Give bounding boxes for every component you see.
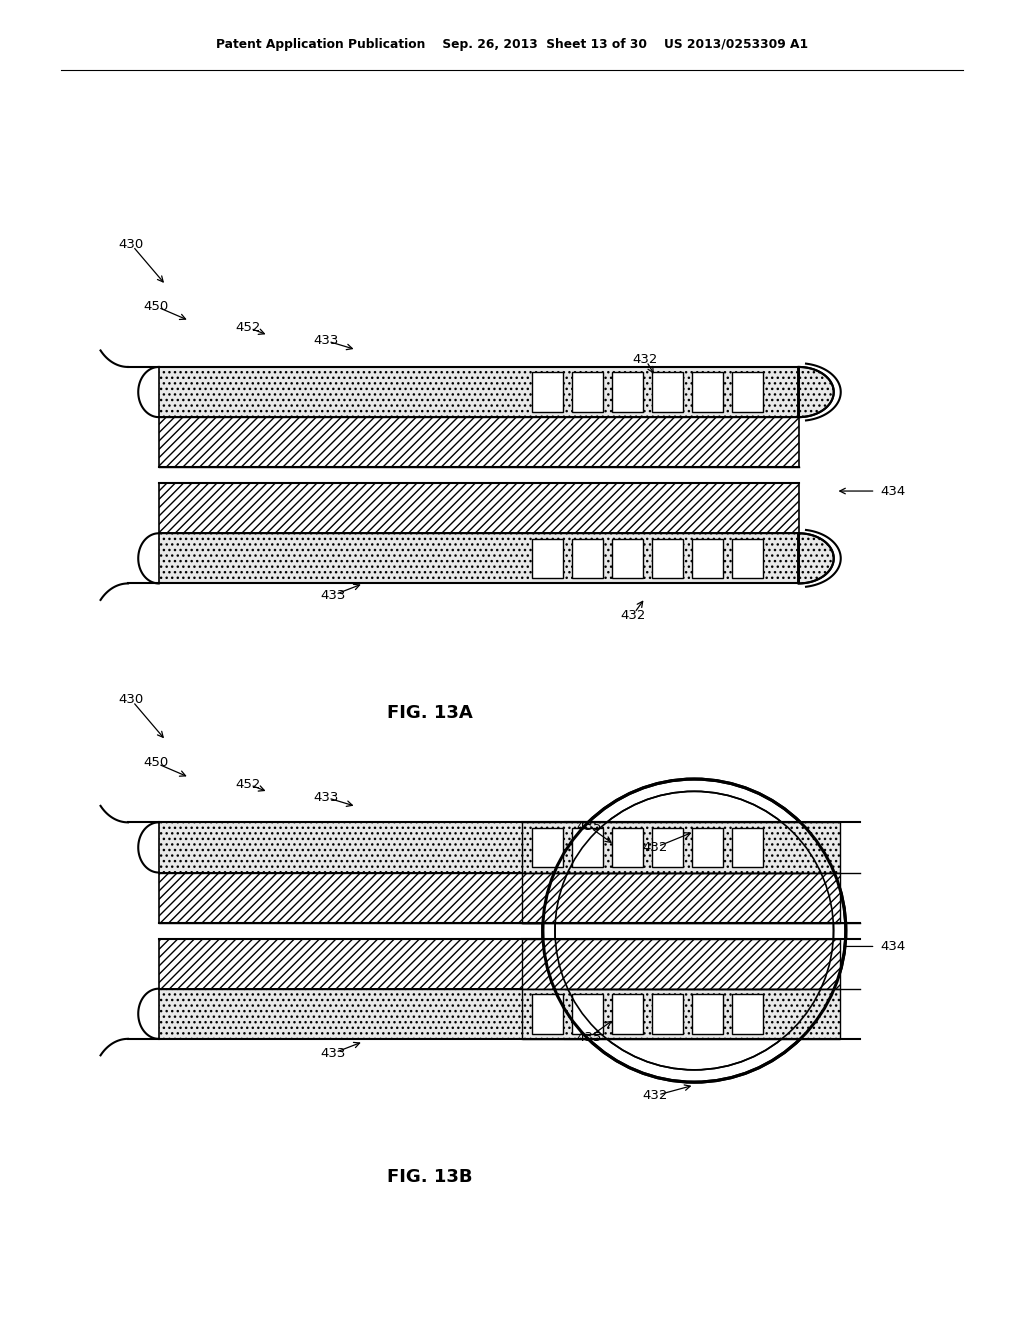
Bar [652,539,683,578]
Bar [652,994,683,1034]
Ellipse shape [555,791,834,1071]
Bar [652,828,683,867]
Bar [732,828,763,867]
Bar [652,372,683,412]
Bar [532,539,563,578]
Text: FIG. 13A: FIG. 13A [387,704,473,722]
Text: 452: 452 [236,321,260,334]
Text: 452: 452 [236,777,260,791]
Text: 432: 432 [633,352,657,366]
Bar [612,539,643,578]
Text: 433: 433 [313,334,338,347]
Bar [732,994,763,1034]
Bar [522,873,840,923]
Bar [572,994,603,1034]
Text: 434: 434 [881,484,906,498]
Bar [692,828,723,867]
Bar [522,989,840,1039]
Bar [692,994,723,1034]
Bar [159,873,799,923]
Bar [159,367,799,417]
Text: 430: 430 [119,693,143,706]
Bar [572,828,603,867]
Polygon shape [799,367,834,417]
Bar [159,483,799,533]
Bar [692,539,723,578]
Bar [532,828,563,867]
Text: 432: 432 [643,841,668,854]
Bar [159,939,799,989]
Text: 433: 433 [321,1047,345,1060]
Bar [612,828,643,867]
Bar [532,994,563,1034]
Text: 434: 434 [881,940,906,953]
Bar [732,828,763,867]
Bar [692,994,723,1034]
Bar [612,994,643,1034]
Text: 430: 430 [119,238,143,251]
Text: 432: 432 [643,1089,668,1102]
Bar [732,994,763,1034]
Bar [159,923,799,939]
Bar [572,828,603,867]
Text: 435: 435 [577,820,601,833]
Bar [532,372,563,412]
Text: 435: 435 [577,1031,601,1044]
Bar [572,372,603,412]
Bar [522,822,840,873]
Bar [612,828,643,867]
Bar [159,533,799,583]
Bar [612,372,643,412]
Bar [572,539,603,578]
Text: 433: 433 [313,791,338,804]
Bar [532,994,563,1034]
Bar [692,828,723,867]
Text: 450: 450 [143,756,168,770]
Bar [652,994,683,1034]
Bar [612,994,643,1034]
Text: 432: 432 [621,609,645,622]
Text: 433: 433 [321,589,345,602]
Bar [159,467,799,483]
Bar [732,372,763,412]
Text: FIG. 13B: FIG. 13B [387,1168,473,1187]
Bar [692,372,723,412]
Polygon shape [799,533,834,583]
Bar [522,939,840,989]
Bar [159,989,799,1039]
Text: 450: 450 [143,300,168,313]
Bar [159,822,799,873]
Bar [159,417,799,467]
Bar [652,828,683,867]
Bar [732,539,763,578]
Ellipse shape [543,779,846,1082]
Text: Patent Application Publication    Sep. 26, 2013  Sheet 13 of 30    US 2013/02533: Patent Application Publication Sep. 26, … [216,38,808,51]
Bar [532,828,563,867]
Bar [572,994,603,1034]
